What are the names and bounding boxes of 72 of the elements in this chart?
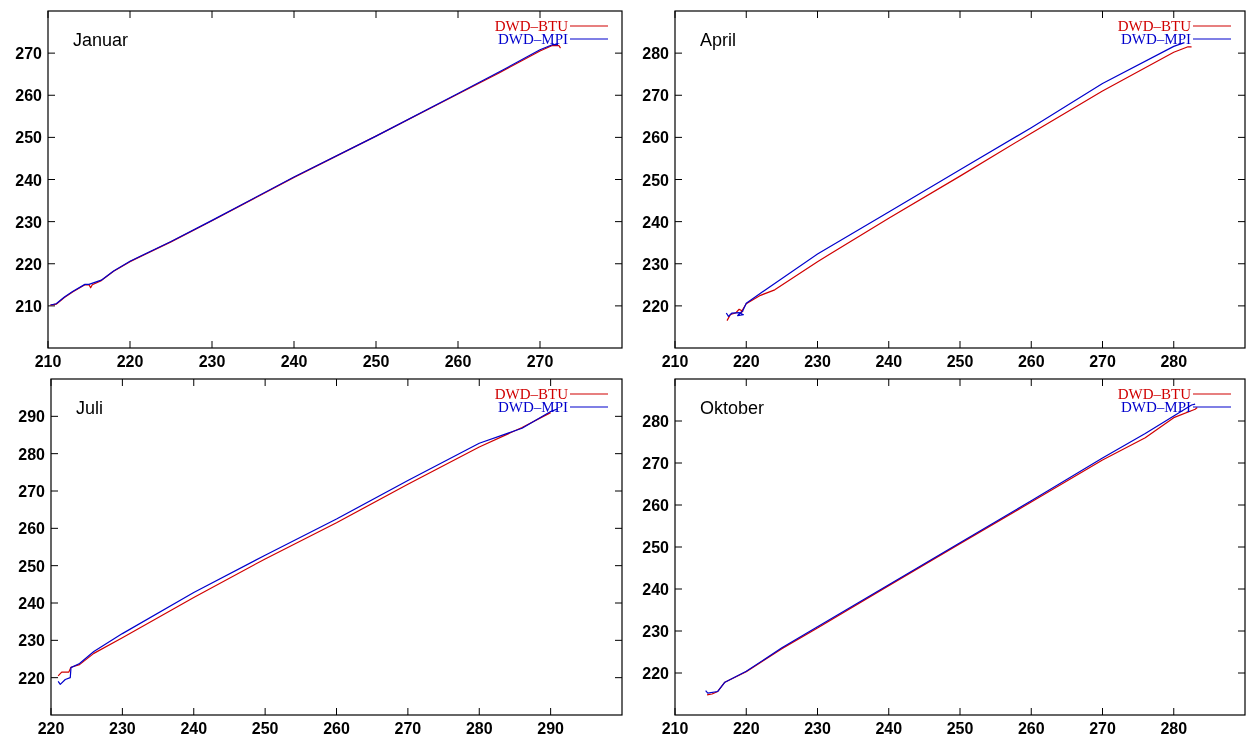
y-tick-label: 270: [18, 483, 46, 500]
x-tick-label: 220: [732, 720, 760, 737]
y-tick-label: 260: [15, 87, 43, 105]
y-tick-label: 220: [642, 297, 670, 315]
y-tick-label: 240: [15, 171, 43, 189]
y-tick-label: 260: [18, 520, 46, 538]
legend-label: DWD–BTU: [1117, 386, 1192, 402]
y-tick-label: 280: [642, 45, 670, 63]
legend-label: DWD–MPI: [498, 399, 568, 415]
y-tick-label: 230: [642, 623, 670, 640]
x-tick-label: 240: [875, 353, 903, 370]
y-tick-label: 240: [642, 213, 670, 231]
legend-label: DWD–MPI: [1121, 31, 1191, 47]
y-tick-label: 270: [15, 45, 43, 63]
legend-label: DWD–MPI: [1121, 399, 1191, 415]
y-tick-label: 220: [15, 255, 43, 273]
y-tick-label: 230: [642, 255, 670, 273]
x-tick-label: 270: [394, 720, 422, 737]
x-tick-label: 210: [34, 353, 62, 370]
x-tick-label: 290: [537, 720, 565, 737]
x-tick-label: 230: [109, 720, 136, 737]
x-tick-label: 240: [875, 720, 903, 737]
text: April: [700, 30, 737, 50]
legend-label: DWD–BTU: [1117, 18, 1192, 34]
x-tick-label: 240: [180, 720, 208, 737]
legend-label: DWD–MPI: [498, 31, 568, 47]
x-tick-label: 220: [732, 353, 760, 370]
y-tick-label: 250: [15, 129, 43, 147]
y-tick-label: 230: [18, 632, 46, 650]
y-tick-label: 290: [18, 408, 46, 426]
x-tick-label: 270: [1089, 720, 1116, 737]
x-tick-label: 230: [198, 353, 226, 370]
x-tick-label: 280: [1160, 353, 1188, 370]
y-tick-label: 280: [18, 445, 46, 463]
x-tick-label: 260: [323, 720, 350, 737]
x-tick-label: 250: [362, 353, 390, 370]
text: Juli: [76, 398, 104, 418]
y-tick-label: 240: [18, 595, 46, 612]
y-tick-label: 210: [15, 297, 43, 315]
x-tick-label: 210: [661, 353, 689, 370]
y-tick-label: 250: [642, 171, 670, 189]
x-tick-label: 250: [946, 720, 974, 737]
x-tick-label: 270: [526, 353, 554, 370]
x-tick-label: 230: [804, 353, 831, 370]
y-tick-label: 250: [642, 539, 670, 556]
x-tick-label: 260: [444, 353, 472, 370]
x-tick-label: 260: [1017, 720, 1045, 737]
x-tick-label: 220: [116, 353, 144, 370]
y-tick-label: 230: [15, 213, 43, 231]
y-tick-label: 260: [642, 129, 670, 147]
x-tick-label: 280: [465, 720, 493, 737]
x-tick-label: 280: [1160, 720, 1188, 737]
y-tick-label: 220: [642, 665, 670, 682]
x-tick-label: 250: [946, 353, 974, 370]
y-tick-label: 250: [18, 557, 46, 575]
text: Oktober: [700, 398, 765, 418]
x-tick-label: 260: [1017, 353, 1045, 370]
x-tick-label: 240: [280, 353, 308, 370]
y-tick-label: 260: [642, 497, 670, 514]
x-tick-label: 270: [1089, 353, 1116, 370]
x-tick-label: 220: [37, 720, 65, 737]
legend-label: DWD–BTU: [494, 386, 569, 402]
y-tick-label: 270: [642, 87, 670, 105]
text: Januar: [73, 30, 129, 50]
x-tick-label: 230: [804, 720, 831, 737]
y-tick-label: 240: [642, 581, 670, 598]
x-tick-label: 210: [661, 720, 689, 737]
y-tick-label: 220: [18, 669, 46, 687]
y-tick-label: 270: [642, 455, 670, 472]
y-tick-label: 280: [642, 413, 670, 430]
x-tick-label: 250: [251, 720, 279, 737]
legend-label: DWD–BTU: [494, 18, 569, 34]
